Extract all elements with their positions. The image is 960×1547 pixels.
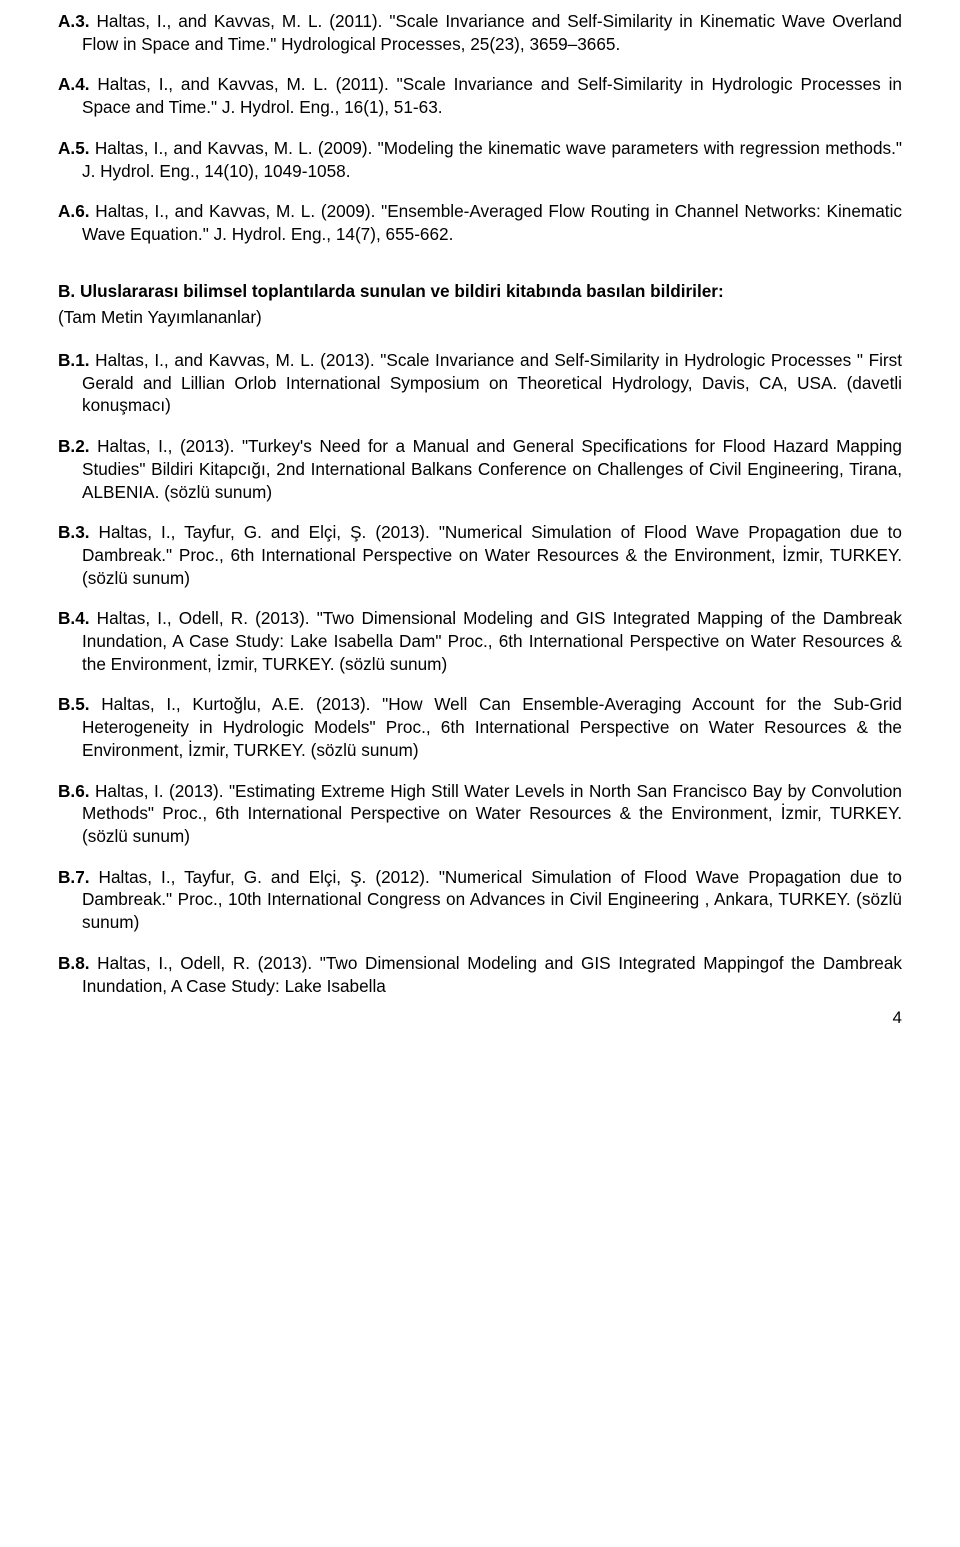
reference-a4: A.4. Haltas, I., and Kavvas, M. L. (2011…	[58, 73, 902, 118]
ref-text: Haltas, I., and Kavvas, M. L. (2011). "S…	[82, 74, 902, 117]
reference-b7: B.7. Haltas, I., Tayfur, G. and Elçi, Ş.…	[58, 866, 902, 934]
section-title: Uluslararası bilimsel toplantılarda sunu…	[75, 281, 724, 301]
ref-text: Haltas, I., Kurtoğlu, A.E. (2013). "How …	[82, 694, 902, 759]
ref-key: B.4.	[58, 608, 90, 628]
reference-b4: B.4. Haltas, I., Odell, R. (2013). "Two …	[58, 607, 902, 675]
ref-key: B.2.	[58, 436, 90, 456]
ref-key: B.8.	[58, 953, 90, 973]
ref-key: B.1.	[58, 350, 90, 370]
ref-key: A.3.	[58, 11, 90, 31]
ref-text: Haltas, I., Tayfur, G. and Elçi, Ş. (201…	[82, 867, 902, 932]
ref-text: Haltas, I., and Kavvas, M. L. (2011). "S…	[82, 11, 902, 54]
page-number: 4	[58, 1007, 902, 1029]
ref-key: B.5.	[58, 694, 90, 714]
ref-key: B.3.	[58, 522, 90, 542]
reference-a6: A.6. Haltas, I., and Kavvas, M. L. (2009…	[58, 200, 902, 245]
ref-text: Haltas, I., and Kavvas, M. L. (2009). "M…	[82, 138, 902, 181]
ref-text: Haltas, I. (2013). "Estimating Extreme H…	[82, 781, 902, 846]
ref-text: Haltas, I., and Kavvas, M. L. (2013). "S…	[82, 350, 902, 415]
ref-key: A.6.	[58, 201, 90, 221]
reference-b6: B.6. Haltas, I. (2013). "Estimating Extr…	[58, 780, 902, 848]
reference-b5: B.5. Haltas, I., Kurtoğlu, A.E. (2013). …	[58, 693, 902, 761]
reference-b1: B.1. Haltas, I., and Kavvas, M. L. (2013…	[58, 349, 902, 417]
ref-key: A.5.	[58, 138, 90, 158]
reference-a3: A.3. Haltas, I., and Kavvas, M. L. (2011…	[58, 10, 902, 55]
ref-key: A.4.	[58, 74, 90, 94]
ref-text: Haltas, I., Tayfur, G. and Elçi, Ş. (201…	[82, 522, 902, 587]
ref-text: Haltas, I., Odell, R. (2013). "Two Dimen…	[82, 608, 902, 673]
section-b-heading: B. Uluslararası bilimsel toplantılarda s…	[58, 280, 902, 303]
section-key: B.	[58, 281, 75, 301]
reference-a5: A.5. Haltas, I., and Kavvas, M. L. (2009…	[58, 137, 902, 182]
ref-text: Haltas, I., and Kavvas, M. L. (2009). "E…	[82, 201, 902, 244]
ref-text: Haltas, I., Odell, R. (2013). "Two Dimen…	[82, 953, 902, 996]
section-b-subhead: (Tam Metin Yayımlananlar)	[58, 306, 902, 329]
ref-text: Haltas, I., (2013). "Turkey's Need for a…	[82, 436, 902, 501]
reference-b8: B.8. Haltas, I., Odell, R. (2013). "Two …	[58, 952, 902, 997]
ref-key: B.7.	[58, 867, 90, 887]
reference-b2: B.2. Haltas, I., (2013). "Turkey's Need …	[58, 435, 902, 503]
reference-b3: B.3. Haltas, I., Tayfur, G. and Elçi, Ş.…	[58, 521, 902, 589]
ref-key: B.6.	[58, 781, 90, 801]
